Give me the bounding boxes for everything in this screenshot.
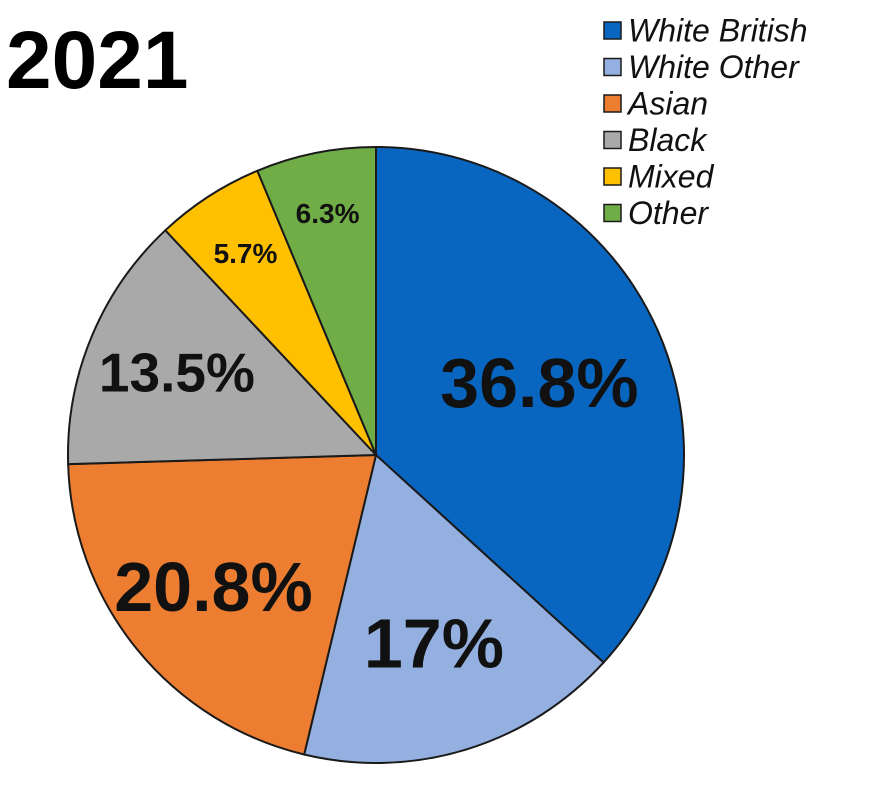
slice-label-mixed: 5.7% (214, 238, 278, 269)
slice-label-white-other: 17% (364, 604, 504, 682)
legend-label-asian: Asian (626, 86, 708, 122)
slice-label-white-british: 36.8% (440, 344, 638, 422)
legend-swatch-black (603, 130, 622, 150)
legend-swatch-other (603, 203, 622, 223)
legend-label-mixed: Mixed (628, 159, 715, 195)
pie-slice-white-other (302, 453, 606, 764)
legend-swatch-asian (603, 94, 622, 113)
chart-title: 2021 (6, 15, 188, 106)
legend-label-black: Black (628, 122, 708, 158)
pie-slices (67, 145, 685, 764)
pie-slice-black (67, 228, 379, 466)
legend-swatch-white-other (603, 57, 622, 77)
legend-swatch-mixed (603, 167, 622, 186)
legend-label-white-british: White British (628, 13, 808, 49)
pie-slice-asian (67, 453, 378, 756)
pie-slice-white-british (375, 145, 685, 664)
pie-slice-other (256, 145, 377, 456)
legend-swatch-white-british (603, 21, 622, 40)
legend-label-white-other: White Other (628, 49, 800, 85)
slice-label-black: 13.5% (99, 341, 255, 403)
slice-label-other: 6.3% (296, 198, 360, 229)
legend-label-other: Other (628, 195, 709, 231)
slice-label-asian: 20.8% (114, 548, 312, 626)
slice-labels: 36.8% 17% 20.8% 13.5% 5.7% 6.3% (99, 198, 639, 683)
